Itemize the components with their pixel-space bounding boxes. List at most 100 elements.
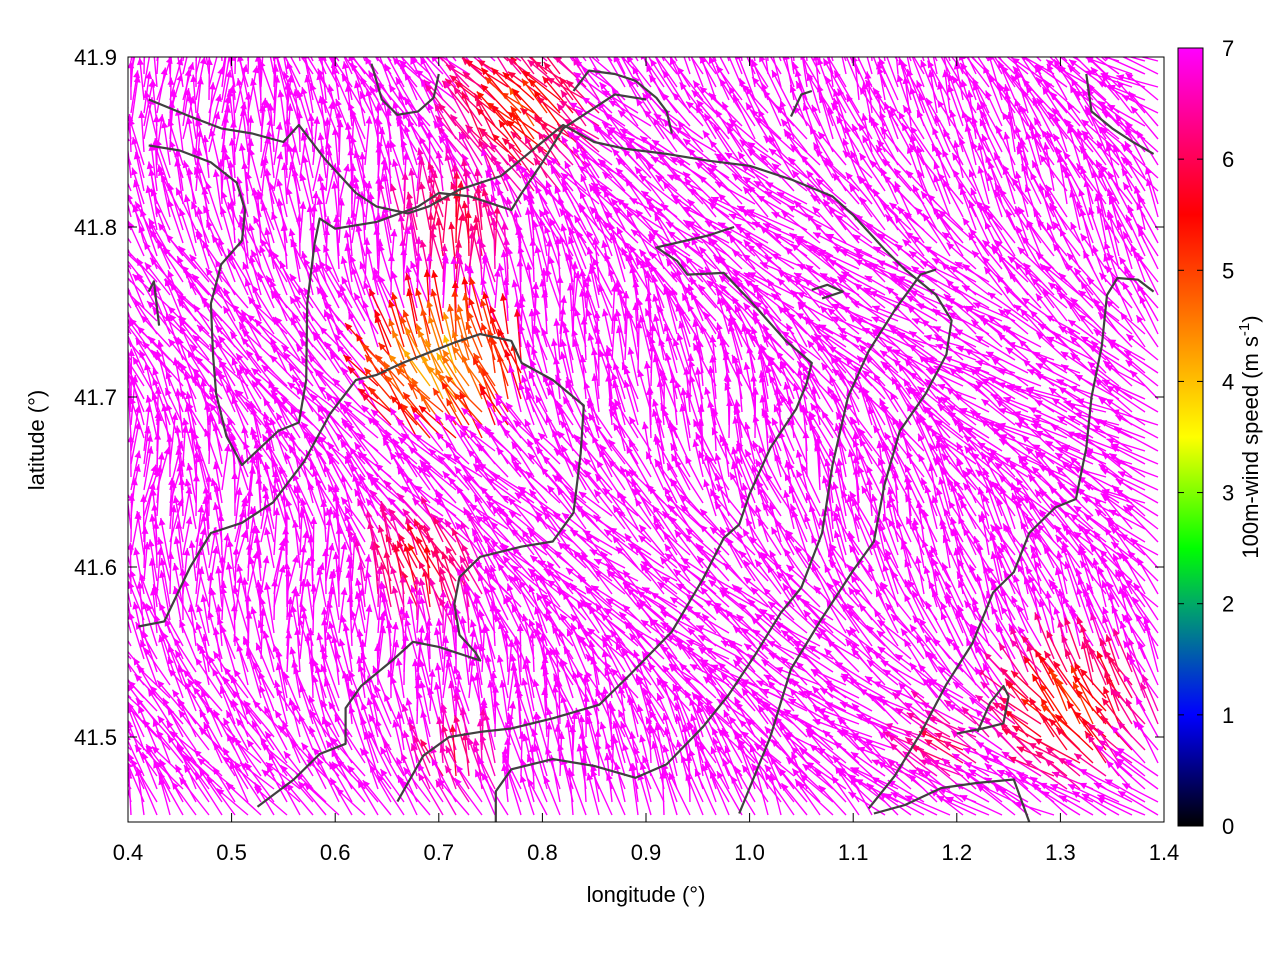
wind-vector-head — [317, 132, 325, 141]
wind-vector-head — [176, 73, 184, 82]
wind-vector-head — [937, 100, 945, 109]
wind-vector — [362, 300, 379, 348]
wind-vector-head — [493, 42, 500, 50]
wind-vector-head — [114, 116, 121, 124]
wind-vector-head — [1080, 233, 1088, 242]
wind-vector-head — [336, 119, 344, 128]
wind-vector-head — [216, 20, 223, 27]
wind-vector-head — [944, 26, 951, 34]
wind-vector-head — [747, 185, 756, 194]
wind-vector — [951, 152, 977, 192]
wind-vector-head — [1076, 163, 1084, 172]
wind-vector-head — [497, 263, 505, 272]
wind-vector-head — [503, 173, 510, 182]
wind-vector-head — [327, 84, 335, 93]
wind-vector-head — [580, 174, 587, 183]
wind-vector-head — [751, 387, 759, 395]
wind-vector-head — [893, 17, 899, 25]
wind-vector-head — [996, 125, 1003, 134]
wind-vector-head — [113, 303, 119, 311]
wind-vector-head — [550, 157, 559, 165]
wind-vector-head — [832, 97, 840, 106]
wind-vector-head — [485, 36, 492, 44]
wind-vector-head — [715, 109, 723, 118]
wind-vector-head — [1117, 80, 1125, 89]
wind-vector — [388, 84, 418, 127]
wind-vector-head — [392, 57, 401, 66]
wind-vector — [859, 86, 886, 127]
wind-vector-head — [958, 57, 966, 61]
wind-vector-head — [566, 80, 574, 88]
wind-vector-head — [850, 150, 858, 159]
wind-vector-head — [1025, 131, 1032, 140]
wind-vector-head — [387, 253, 395, 262]
wind-vector-head — [1034, 65, 1042, 74]
wind-vector-head — [435, 57, 437, 58]
wind-vector-head — [632, 66, 640, 75]
wind-vector-head — [1078, 188, 1085, 197]
wind-vector — [1019, 308, 1055, 348]
wind-vector-head — [931, 143, 939, 152]
wind-vector — [648, 142, 678, 179]
wind-vector-head — [313, 22, 320, 30]
wind-vector-head — [167, 199, 174, 208]
wind-vector-head — [512, 112, 520, 121]
wind-vector — [624, 178, 652, 218]
wind-vector-head — [239, 108, 247, 117]
wind-vector-head — [385, 23, 392, 31]
wind-vector-head — [165, 57, 173, 65]
wind-vector — [711, 57, 730, 88]
wind-vector-head — [269, 22, 275, 30]
wind-vector — [726, 57, 730, 62]
wind-vector-head — [609, 43, 616, 51]
wind-vector — [249, 148, 262, 192]
wind-vector-head — [674, 127, 683, 134]
wind-vector — [438, 119, 457, 166]
wind-vector-head — [900, 34, 907, 42]
wind-vector — [866, 57, 873, 75]
wind-vector-head — [509, 87, 517, 96]
wind-vector-head — [582, 97, 591, 105]
wind-vector-head — [286, 61, 293, 70]
wind-vector-head — [988, 292, 996, 300]
wind-vector-head — [639, 249, 647, 258]
wind-vector — [772, 57, 782, 88]
wind-vector — [737, 151, 769, 192]
wind-vector-head — [316, 197, 324, 206]
wind-vector-head — [317, 173, 325, 182]
wind-vector-head — [251, 26, 258, 34]
wind-vector — [251, 78, 262, 127]
wind-vector-head — [546, 158, 554, 167]
wind-vector — [983, 65, 1003, 114]
wind-vector-head — [365, 88, 373, 97]
wind-vector-head — [275, 122, 283, 130]
wind-vector-head — [113, 298, 120, 306]
wind-vector-head — [1032, 97, 1040, 106]
wind-vector-head — [258, 104, 266, 112]
wind-vector-head — [1069, 59, 1077, 67]
wind-vector — [187, 116, 197, 166]
wind-vector-head — [288, 228, 296, 237]
wind-vector — [795, 80, 821, 127]
wind-vector-head — [506, 247, 514, 256]
wind-vector-head — [304, 74, 312, 83]
wind-vector-head — [644, 18, 650, 26]
wind-vector-head — [872, 87, 880, 96]
wind-vector-head — [605, 374, 613, 382]
wind-vector — [573, 57, 600, 88]
wind-vector-head — [850, 12, 857, 20]
wind-vector — [233, 57, 236, 62]
wind-vector — [827, 57, 847, 88]
wind-vector — [858, 175, 886, 218]
wind-vector-head — [883, 102, 891, 111]
wind-vector — [168, 57, 171, 62]
wind-vector — [416, 157, 423, 205]
wind-vector — [778, 57, 782, 62]
wind-vector-head — [278, 33, 285, 41]
wind-vector-head — [641, 190, 650, 198]
wind-vector — [247, 92, 250, 140]
wind-vector-head — [169, 140, 176, 149]
wind-vector-head — [219, 14, 226, 22]
wind-vector-head — [1046, 59, 1055, 67]
wind-vector-head — [1019, 104, 1026, 113]
